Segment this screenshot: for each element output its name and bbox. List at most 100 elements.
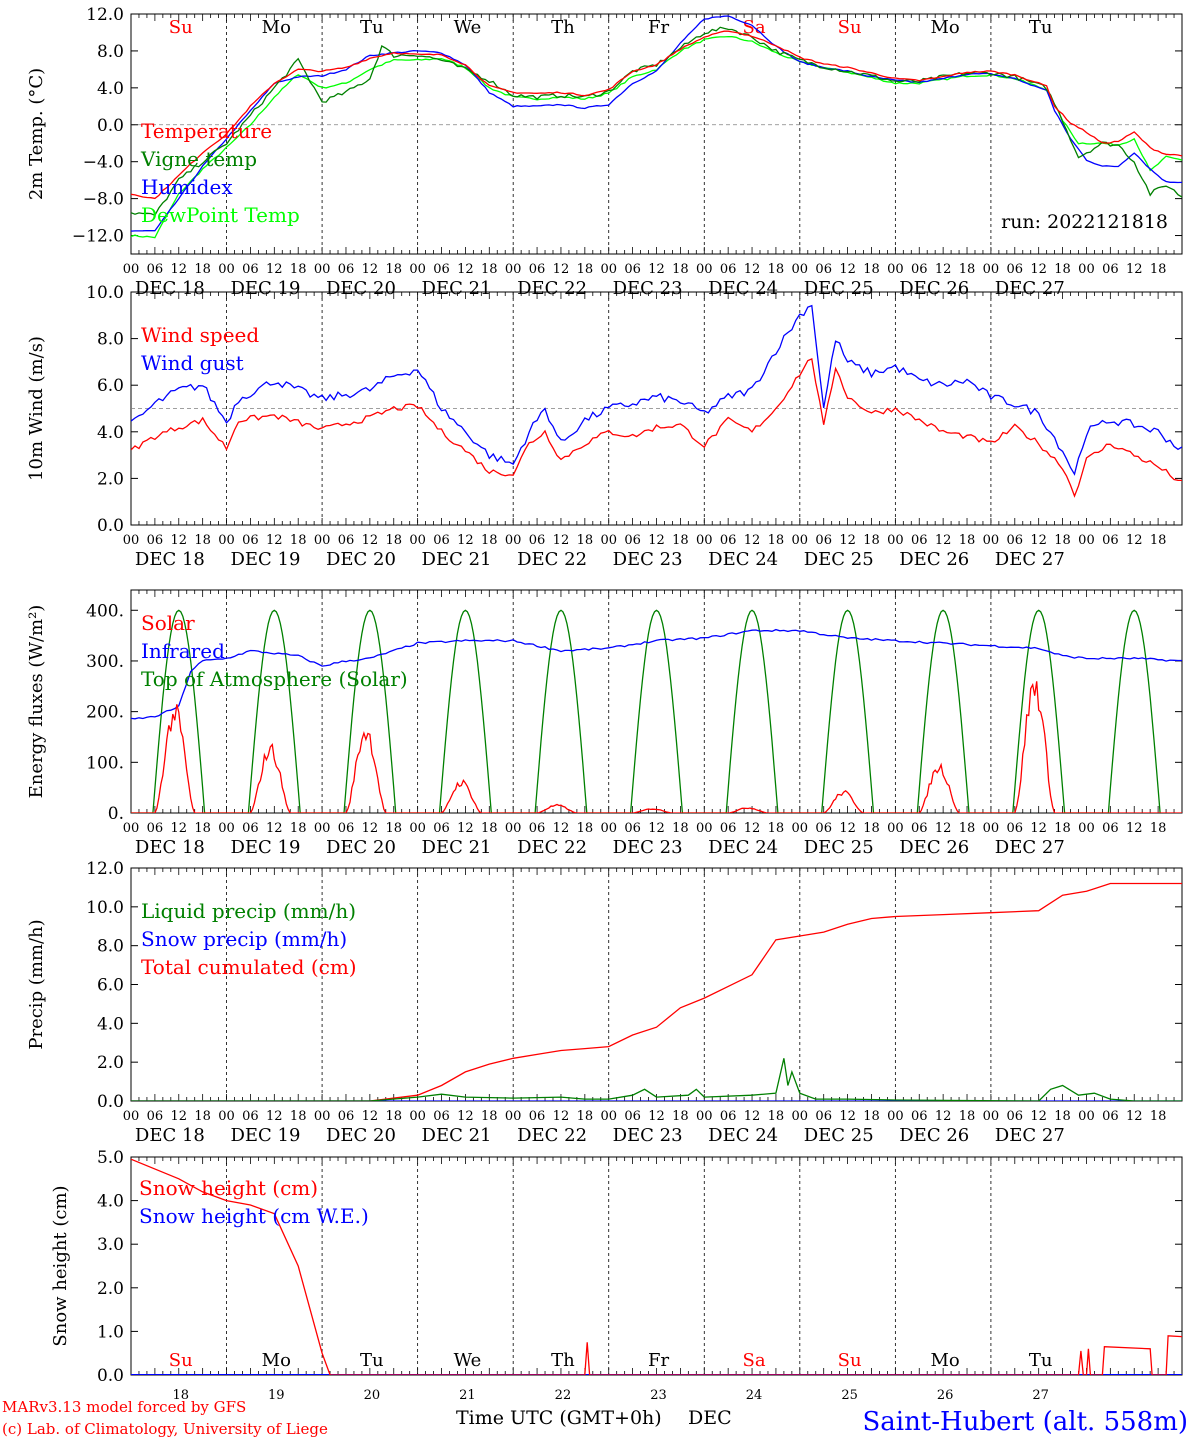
hour-tick-label: 06 [338,533,355,548]
hour-tick-label: 18 [385,1109,402,1124]
hour-tick-label: 18 [290,1109,307,1124]
hour-tick-label: 06 [1007,533,1024,548]
chart-panel-5: 5.0 4.0 3.0 2.0 1.0 0.0 Snow height (cm) Su Mo Tu… [50,1148,1183,1403]
hour-tick-label: 12 [648,533,665,548]
hour-tick-label: 00 [314,533,331,548]
station-label: Saint-Hubert (alt. 558m) [862,1407,1188,1437]
hour-tick-label: 12 [839,533,856,548]
series-line-humidex [131,15,1182,232]
day-number-label: 23 [650,1388,667,1403]
date-label: DEC 26 [899,837,969,858]
hour-tick-label: 00 [218,821,235,836]
date-label: DEC 20 [326,1125,396,1146]
hour-tick-label: 06 [242,821,259,836]
hour-tick-label: 00 [887,821,904,836]
hour-tick-label: 06 [1102,1109,1119,1124]
hour-tick-label: 12 [648,821,665,836]
hour-tick-label: 18 [1054,262,1071,277]
hour-tick-label: 00 [983,1109,1000,1124]
day-abbr-label: Tu [1029,1350,1053,1371]
hour-tick-label: 06 [529,533,546,548]
y-tick-label: 0.0 [97,1092,124,1112]
y-tick-label: 2.0 [97,469,124,489]
hour-tick-label: 18 [1054,1109,1071,1124]
day-number-label: 22 [555,1388,572,1403]
date-label: DEC 23 [613,837,683,858]
day-number-label: 20 [364,1388,381,1403]
hour-tick-label: 18 [863,262,880,277]
chart-panel-1: 12.0 8.0 4.0 0.0 −4.0 −8.0 −12.0 2m Temp. (°C) 0… [26,5,1183,299]
y-tick-label: 4.0 [97,1192,124,1212]
legend-entry: Vigne temp [140,147,257,171]
y-tick-label: 12.0 [86,5,124,25]
day-abbr-label: Mo [930,1350,959,1371]
date-label: DEC 22 [517,837,587,858]
hour-tick-label: 18 [481,821,498,836]
hour-tick-label: 00 [600,821,617,836]
hour-tick-label: 06 [433,1109,450,1124]
hour-tick-label: 12 [839,262,856,277]
hour-tick-label: 06 [529,821,546,836]
hour-tick-label: 00 [505,533,522,548]
hour-tick-label: 12 [457,821,474,836]
date-label: DEC 18 [135,278,205,299]
hour-tick-label: 06 [720,821,737,836]
hour-tick-label: 12 [266,821,283,836]
day-number-label: 27 [1032,1388,1049,1403]
y-tick-label: 4.0 [97,423,124,443]
y-tick-label: 0.0 [97,1366,124,1386]
hour-tick-label: 12 [648,1109,665,1124]
y-tick-label: 6.0 [97,976,124,996]
y-tick-label: 2.0 [97,1053,124,1073]
hour-tick-label: 06 [433,821,450,836]
date-label: DEC 25 [804,549,874,570]
y-tick-label: 3.0 [97,1235,124,1255]
date-label: DEC 26 [899,1125,969,1146]
hour-tick-label: 00 [409,533,426,548]
hour-tick-label: 06 [624,821,641,836]
hour-tick-label: 00 [123,262,140,277]
hour-tick-label: 00 [600,262,617,277]
model-credit: MARv3.13 model forced by GFS [2,1398,246,1416]
hour-tick-label: 06 [242,533,259,548]
hour-tick-label: 06 [338,1109,355,1124]
hour-tick-label: 12 [362,533,379,548]
date-label: DEC 18 [135,1125,205,1146]
hour-tick-label: 18 [959,262,976,277]
hour-tick-label: 12 [170,1109,187,1124]
plot-frame [130,589,1183,814]
hour-tick-label: 06 [911,262,928,277]
day-abbr-label: Tu [360,1350,384,1371]
hour-tick-label: 18 [290,533,307,548]
hour-tick-label: 12 [457,1109,474,1124]
y-axis-label: Snow height (cm) [50,1185,71,1346]
hour-tick-label: 06 [433,533,450,548]
hour-tick-label: 06 [624,533,641,548]
date-label: DEC 18 [135,837,205,858]
hour-tick-label: 12 [744,533,761,548]
date-label: DEC 19 [230,278,300,299]
hour-tick-label: 00 [887,533,904,548]
hour-tick-label: 00 [600,1109,617,1124]
y-tick-label: −12.0 [72,227,124,247]
hour-tick-label: 00 [123,1109,140,1124]
day-abbr-label: Mo [262,1350,291,1371]
hour-tick-label: 12 [1030,1109,1047,1124]
hour-tick-label: 00 [1078,262,1095,277]
hour-tick-label: 18 [768,262,785,277]
date-label: DEC 19 [230,549,300,570]
hour-tick-label: 18 [672,262,689,277]
y-axis-label: Precip (mm/h) [26,919,47,1049]
hour-tick-label: 12 [362,1109,379,1124]
y-tick-label: 0. [108,804,124,824]
date-label: DEC 27 [995,1125,1065,1146]
hour-tick-label: 12 [457,533,474,548]
y-axis-label: 10m Wind (m/s) [26,336,47,481]
hour-tick-label: 12 [553,262,570,277]
hour-tick-label: 12 [648,262,665,277]
hour-tick-label: 06 [624,262,641,277]
chart-panel-4: 12.0 10.0 8.0 6.0 4.0 2.0 0.0 Precip (mm/h) 00 06… [26,859,1183,1146]
hour-tick-label: 00 [314,821,331,836]
day-abbr-label: We [454,1350,482,1371]
y-tick-label: 8.0 [97,330,124,350]
